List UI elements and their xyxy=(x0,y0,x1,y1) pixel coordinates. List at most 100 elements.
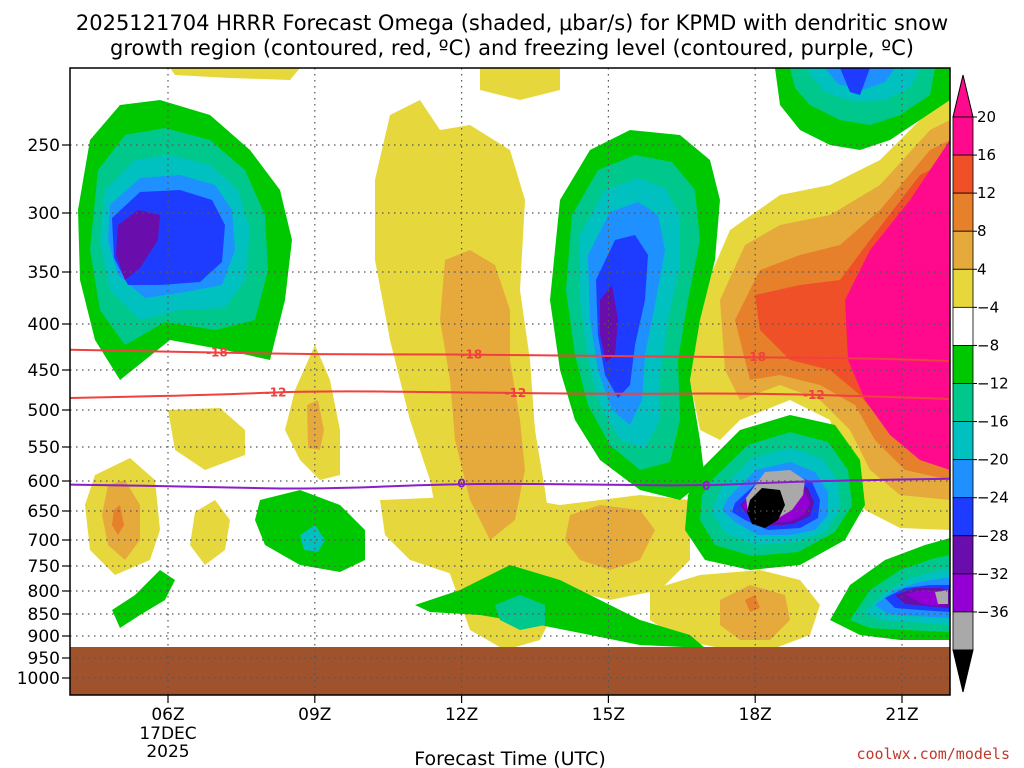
colorbar-swatch-9 xyxy=(952,459,974,499)
omega-region-pos12-tiny-left xyxy=(112,505,124,535)
omega-region-neg8-lower-mid xyxy=(495,595,545,630)
omega-region-neg4-lower-left xyxy=(112,570,175,628)
x-tick-label-09Z: 09Z xyxy=(298,705,331,725)
y-tick-label-900: 900 xyxy=(28,627,60,647)
y-tick-label-600: 600 xyxy=(28,472,60,492)
colorbar-label-0: 20 xyxy=(977,108,996,126)
dgz-minus18-label-1: -18 xyxy=(461,347,483,361)
colorbar-label-10: −24 xyxy=(977,489,1009,507)
ground-below-surface xyxy=(70,647,950,695)
colorbar-swatch-5 xyxy=(952,306,974,346)
omega-region-pos4-small-left2 xyxy=(190,500,230,565)
colorbar-label-1: 16 xyxy=(977,146,996,164)
omega-region-pos8-small-09z xyxy=(307,400,324,450)
x-tick-label-15Z: 15Z xyxy=(592,705,625,725)
omega-region-neg8-09z xyxy=(300,525,325,552)
y-tick-label-550: 550 xyxy=(28,438,60,458)
x-axis-title: Forecast Time (UTC) xyxy=(414,748,605,768)
omega-region-neg4-lower-mid xyxy=(415,565,705,648)
y-axis: 2503003504004505005506006507007508008509… xyxy=(17,136,70,689)
colorbar-swatch-7 xyxy=(952,383,974,422)
omega-region-neg24-upper-left xyxy=(116,210,160,280)
omega-region-pos8-lower-right xyxy=(720,585,790,640)
y-tick-label-450: 450 xyxy=(28,361,60,381)
freezing-level-0-line xyxy=(70,477,950,490)
colorbar-swatch-2 xyxy=(952,192,974,232)
omega-region-pos4-top xyxy=(170,68,300,80)
y-tick-label-850: 850 xyxy=(28,605,60,625)
colorbar-swatch-0 xyxy=(952,116,974,156)
dgz-minus18-line xyxy=(70,348,950,363)
x-tick-label-06Z: 06Z xyxy=(151,705,184,725)
y-tick-label-400: 400 xyxy=(28,315,60,335)
dgz-minus18-label-0: -18 xyxy=(206,346,228,360)
x-tick-sublabel-year: 2025 xyxy=(146,742,189,762)
omega-region-pos4-small-left xyxy=(168,408,245,470)
plot-area: -18 -18 -18 -12 -12 -12 0 0 xyxy=(70,68,950,695)
colorbar-label-8: −16 xyxy=(977,413,1009,431)
colorbar-label-13: −36 xyxy=(977,603,1009,621)
colorbar-label-4: 4 xyxy=(977,260,987,278)
y-tick-label-800: 800 xyxy=(28,582,60,602)
colorbar-swatch-6 xyxy=(952,345,974,384)
y-tick-label-250: 250 xyxy=(28,136,60,156)
colorbar-swatch-8 xyxy=(952,421,974,461)
y-tick-label-700: 700 xyxy=(28,531,60,551)
omega-shading xyxy=(78,68,950,650)
omega-region-neg24-mid xyxy=(600,285,618,362)
temperature-contours: -18 -18 -18 -12 -12 -12 0 0 xyxy=(70,346,950,493)
omega-region-pos12-tiny-18z xyxy=(745,595,760,612)
colorbar-label-11: −28 xyxy=(977,527,1009,545)
colorbar-label-12: −32 xyxy=(977,565,1009,583)
x-tick-label-21Z: 21Z xyxy=(885,705,918,725)
chart-title-line-1: 2025121704 HRRR Forecast Omega (shaded, … xyxy=(76,11,948,35)
x-tick-sublabel-date: 17DEC xyxy=(139,724,196,744)
colorbar-label-5: −4 xyxy=(977,298,999,316)
omega-region-neg28-lower-right xyxy=(905,590,945,605)
dgz-minus12-label-2: -12 xyxy=(803,388,825,402)
omega-region-neg32-lower-right xyxy=(935,590,948,604)
x-tick-label-18Z: 18Z xyxy=(739,705,772,725)
y-tick-label-500: 500 xyxy=(28,401,60,421)
source-credit: coolwx.com/models xyxy=(856,745,1010,763)
y-tick-label-350: 350 xyxy=(28,263,60,283)
y-tick-label-950: 950 xyxy=(28,649,60,669)
freezing-level-0-label-1: 0 xyxy=(702,479,710,493)
colorbar-label-2: 12 xyxy=(977,184,996,202)
chart-title-line-2: growth region (contoured, red, ºC) and f… xyxy=(110,36,914,60)
colorbar-swatch-10 xyxy=(952,497,974,537)
grid-lines xyxy=(70,68,950,695)
y-tick-label-750: 750 xyxy=(28,557,60,577)
freezing-level-0-label-0: 0 xyxy=(457,476,465,490)
colorbar-label-7: −12 xyxy=(977,375,1009,393)
colorbar-top-arrow xyxy=(952,74,974,118)
y-tick-label-1000: 1000 xyxy=(17,669,60,689)
y-tick-label-300: 300 xyxy=(28,204,60,224)
colorbar-swatch-4 xyxy=(952,268,974,308)
colorbar-swatch-1 xyxy=(952,154,974,194)
omega-region-neg20-top-right xyxy=(840,68,870,95)
omega-region-pos4-top-mid xyxy=(480,68,560,100)
colorbar: 20 16 12 8 4 −4 −8 −12 −16 −20 −24 −28 −32 −36 xyxy=(952,74,1009,693)
omega-region-pos20-right xyxy=(845,140,950,470)
colorbar-label-9: −20 xyxy=(977,451,1009,469)
dgz-minus12-label-1: -12 xyxy=(505,386,527,400)
dgz-minus12-label-0: -12 xyxy=(265,385,287,399)
colorbar-swatch-12 xyxy=(952,573,974,613)
omega-region-neg36-18z xyxy=(747,488,785,528)
omega-region-pos8-col1 xyxy=(440,250,525,540)
y-tick-label-650: 650 xyxy=(28,502,60,522)
colorbar-bottom-arrow xyxy=(952,649,974,693)
x-tick-label-12Z: 12Z xyxy=(445,705,478,725)
colorbar-swatch-3 xyxy=(952,230,974,270)
dgz-minus12-line xyxy=(70,390,950,401)
colorbar-swatch-13 xyxy=(952,611,974,651)
colorbar-label-6: −8 xyxy=(977,336,999,354)
omega-region-pos8-lower-mid xyxy=(565,505,655,570)
dgz-minus18-label-2: -18 xyxy=(744,350,766,364)
plot-frame xyxy=(69,67,951,696)
colorbar-swatch-11 xyxy=(952,535,974,575)
colorbar-label-3: 8 xyxy=(977,222,987,240)
